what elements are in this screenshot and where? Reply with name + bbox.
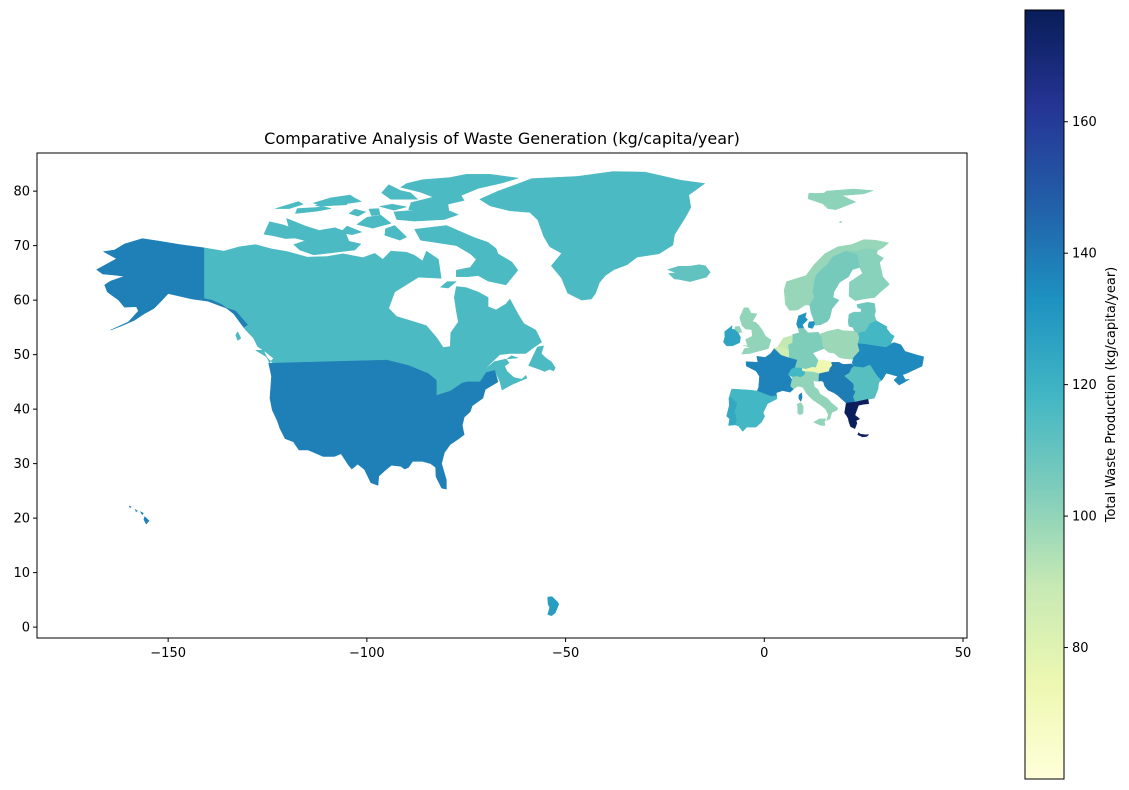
- region-iceland: [667, 264, 711, 282]
- colorbar-tick-label: 100: [1072, 510, 1097, 525]
- region-greenland: [479, 171, 705, 301]
- colorbar-tick-label: 160: [1072, 115, 1097, 130]
- y-tick-label: 60: [13, 294, 30, 309]
- y-tick-label: 40: [13, 403, 30, 418]
- x-axis: −150 −100 −50 0 50: [150, 638, 971, 661]
- region-svalbard: [807, 188, 874, 224]
- map-layer: [96, 171, 924, 616]
- y-tick-label: 80: [13, 185, 30, 200]
- y-tick-label: 20: [13, 512, 30, 527]
- region-canada: [203, 174, 556, 396]
- region-french-guiana: [547, 596, 560, 616]
- axes-frame: [36, 152, 968, 639]
- region-italy: [790, 371, 839, 426]
- colorbar-tick-label: 120: [1072, 378, 1097, 393]
- y-tick-label: 10: [13, 566, 30, 581]
- region-sweden: [809, 250, 860, 326]
- region-greece: [844, 399, 870, 438]
- x-tick-label: −100: [349, 646, 385, 661]
- y-tick-label: 70: [13, 239, 30, 254]
- colorbar-label: Total Waste Production (kg/capita/year): [1104, 267, 1119, 524]
- y-tick-label: 0: [22, 621, 30, 636]
- y-tick-label: 30: [13, 457, 30, 472]
- x-tick-label: 0: [760, 646, 768, 661]
- x-tick-label: 50: [955, 646, 972, 661]
- region-usa: [96, 238, 499, 525]
- region-ireland: [723, 325, 741, 347]
- region-finland: [845, 248, 890, 301]
- colorbar-tick-label: 140: [1072, 247, 1097, 262]
- region-united-kingdom: [734, 307, 772, 355]
- region-denmark: [796, 312, 816, 329]
- colorbar: 80 100 120 140 160 Total Waste Production (kg…: [1024, 9, 1119, 780]
- colorbar-tick-label: 80: [1072, 641, 1089, 656]
- chart-title: Comparative Analysis of Waste Generation…: [264, 129, 740, 148]
- y-tick-label: 50: [13, 348, 30, 363]
- y-axis: 0 10 20 30 40 50 60 70 80: [13, 185, 37, 636]
- colorbar-gradient: [1024, 9, 1065, 780]
- region-poland: [820, 328, 860, 360]
- region-ukraine: [851, 342, 924, 386]
- x-tick-label: −50: [552, 646, 579, 661]
- region-portugal: [726, 397, 738, 426]
- x-tick-label: −150: [150, 646, 186, 661]
